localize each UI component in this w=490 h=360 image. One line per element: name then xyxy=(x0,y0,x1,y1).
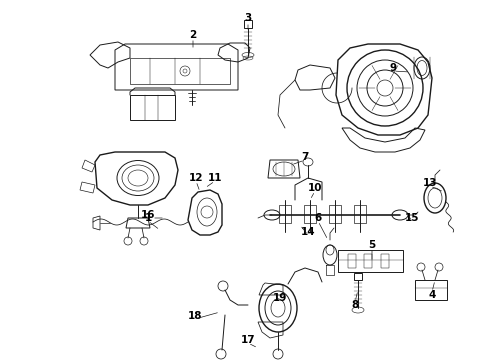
Text: 9: 9 xyxy=(390,63,396,73)
Text: 1: 1 xyxy=(145,213,151,223)
Bar xyxy=(381,254,389,268)
Text: 8: 8 xyxy=(351,300,359,310)
Text: 6: 6 xyxy=(315,213,321,223)
Bar xyxy=(304,205,316,223)
Bar xyxy=(329,205,341,223)
Text: 19: 19 xyxy=(273,293,287,303)
Bar xyxy=(354,273,362,280)
Text: 2: 2 xyxy=(189,30,196,40)
Bar xyxy=(354,205,366,223)
Text: 7: 7 xyxy=(301,152,309,162)
Text: 16: 16 xyxy=(141,210,155,220)
Bar xyxy=(348,254,356,268)
Text: 10: 10 xyxy=(308,183,322,193)
Text: 15: 15 xyxy=(405,213,419,223)
Text: 17: 17 xyxy=(241,335,255,345)
Bar xyxy=(279,205,291,223)
Bar xyxy=(244,20,252,28)
Text: 4: 4 xyxy=(428,290,436,300)
Text: 12: 12 xyxy=(189,173,203,183)
Text: 13: 13 xyxy=(423,178,437,188)
Text: 3: 3 xyxy=(245,13,252,23)
Text: 11: 11 xyxy=(208,173,222,183)
Text: 14: 14 xyxy=(301,227,315,237)
Bar xyxy=(364,254,372,268)
Text: 5: 5 xyxy=(368,240,376,250)
Text: 18: 18 xyxy=(188,311,202,321)
Bar xyxy=(338,250,403,272)
Bar xyxy=(415,280,447,300)
